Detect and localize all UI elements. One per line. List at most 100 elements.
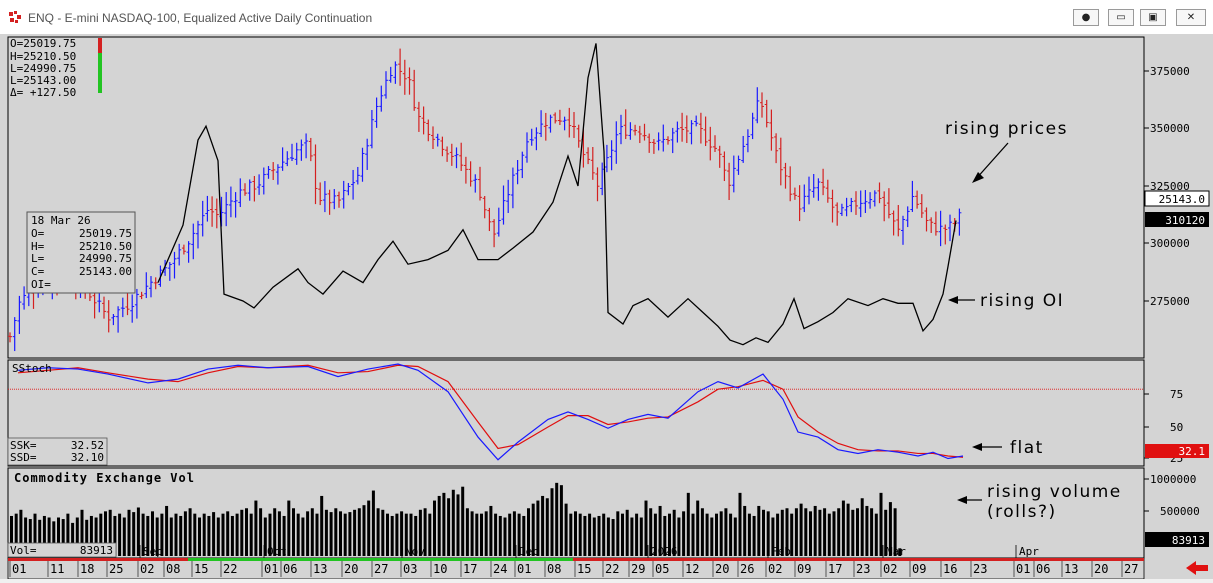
volume-bar (151, 511, 154, 556)
minimize-icon: ▭ (1116, 12, 1126, 23)
price-bar (487, 207, 492, 232)
vol-tick-500000: 500000 (1160, 505, 1200, 518)
price-bar (741, 135, 746, 163)
price-bar (924, 207, 929, 232)
vol-tick-1000000: 1000000 (1150, 473, 1196, 486)
price-bar (844, 197, 849, 217)
volume-bar (386, 513, 389, 556)
price-bar (111, 313, 116, 326)
price-bar (609, 140, 614, 171)
stoch-title: SStoch (12, 362, 52, 375)
volume-bar (870, 508, 874, 556)
volume-bar (329, 512, 333, 556)
price-bar (797, 185, 802, 222)
price-bar (567, 107, 572, 138)
day-label: 17 (828, 562, 842, 576)
price-bar (637, 125, 642, 144)
volume-bar (118, 513, 122, 556)
day-label: 01 (1016, 562, 1030, 576)
price-bar (703, 116, 708, 147)
volume-bar (677, 517, 681, 556)
price-bar (116, 306, 121, 333)
volume-bar (310, 508, 314, 556)
app-logo-icon (9, 11, 21, 23)
volume-bar (306, 511, 310, 556)
price-bar (134, 288, 139, 319)
vol-value: 83913 (80, 544, 113, 557)
month-label: Oct (267, 545, 287, 558)
volume-bar (668, 513, 671, 556)
volume-bar (823, 508, 827, 556)
price-bar (708, 126, 713, 161)
day-label: 18 (80, 562, 94, 576)
price-bar (459, 142, 464, 171)
arrow-rising-oi-icon (948, 296, 975, 304)
restore-button[interactable]: ▣ (1140, 9, 1166, 26)
close-button[interactable]: ✕ (1176, 9, 1206, 26)
day-label: 02 (883, 562, 897, 576)
volume-bar (508, 513, 512, 556)
day-label: 08 (166, 562, 180, 576)
day-label: 13 (313, 562, 327, 576)
chart-svg[interactable]: O=25019.75 H=25210.50 L=24990.75 L=25143… (0, 34, 1213, 580)
volume-bar (188, 508, 192, 556)
dw-value-close: 25143.00 (79, 265, 132, 278)
volume-bar (71, 522, 75, 556)
volume-bar (606, 517, 610, 556)
volume-bar (809, 511, 812, 556)
volume-bar (555, 482, 559, 556)
price-bar (449, 143, 454, 166)
chart-area[interactable]: O=25019.75 H=25210.50 L=24990.75 L=25143… (0, 34, 1213, 580)
price-bar (656, 132, 661, 151)
price-bar (181, 244, 186, 255)
price-bar (788, 166, 793, 202)
volume-bar (860, 498, 864, 556)
link-dot-button[interactable]: ● (1073, 9, 1099, 26)
volume-bar (334, 508, 338, 556)
price-bar (769, 109, 774, 151)
price-bar (402, 59, 407, 95)
volume-bar (837, 508, 841, 556)
price-bar (294, 142, 299, 165)
price-panel[interactable] (7, 36, 1145, 359)
volume-bar (893, 508, 897, 556)
price-bar (191, 223, 196, 260)
price-bar (431, 126, 435, 149)
data-window[interactable]: 18 Mar 26 O= 25019.75 H= 25210.50 L= 249… (26, 211, 136, 294)
window-titlebar[interactable]: ENQ - E-mini NASDAQ-100, Equalized Activ… (0, 0, 1213, 35)
stoch-tick-50: 50 (1170, 421, 1183, 434)
stoch-value-tag-text: 32.1 (1179, 445, 1206, 458)
volume-bar (715, 513, 718, 556)
day-label: 06 (283, 562, 297, 576)
volume-bar (813, 505, 817, 556)
volume-bar (19, 509, 23, 556)
price-bar (177, 243, 182, 266)
volume-bar (245, 508, 248, 556)
data-window-date: 18 Mar 26 (31, 214, 91, 227)
price-bar (8, 332, 12, 343)
volume-bar (193, 513, 197, 556)
volume-bars (10, 482, 902, 556)
volume-bar (541, 495, 545, 556)
price-bar (576, 124, 581, 148)
price-bar (604, 144, 609, 173)
price-bar (633, 124, 638, 136)
annotation-rolls: (rolls?) (987, 502, 1057, 522)
quote-box: O=25019.75 H=25210.50 L=24990.75 L=25143… (10, 37, 102, 99)
stoch-panel[interactable] (7, 359, 1145, 467)
minimize-button[interactable]: ▭ (1108, 9, 1134, 26)
volume-bar (108, 509, 112, 556)
scroll-back-arrow-icon[interactable] (1186, 561, 1208, 575)
volume-bar (780, 509, 784, 556)
price-bar (496, 207, 501, 237)
volume-bar (263, 517, 267, 556)
volume-bar (221, 513, 225, 556)
price-bar (670, 127, 675, 154)
month-label: Nov (405, 545, 425, 558)
price-bar (548, 114, 553, 133)
day-label: 15 (194, 562, 208, 576)
volume-bar (480, 513, 483, 556)
price-bar (214, 198, 219, 229)
price-bar (943, 224, 948, 245)
annotation-rising-volume: rising volume (987, 482, 1122, 502)
